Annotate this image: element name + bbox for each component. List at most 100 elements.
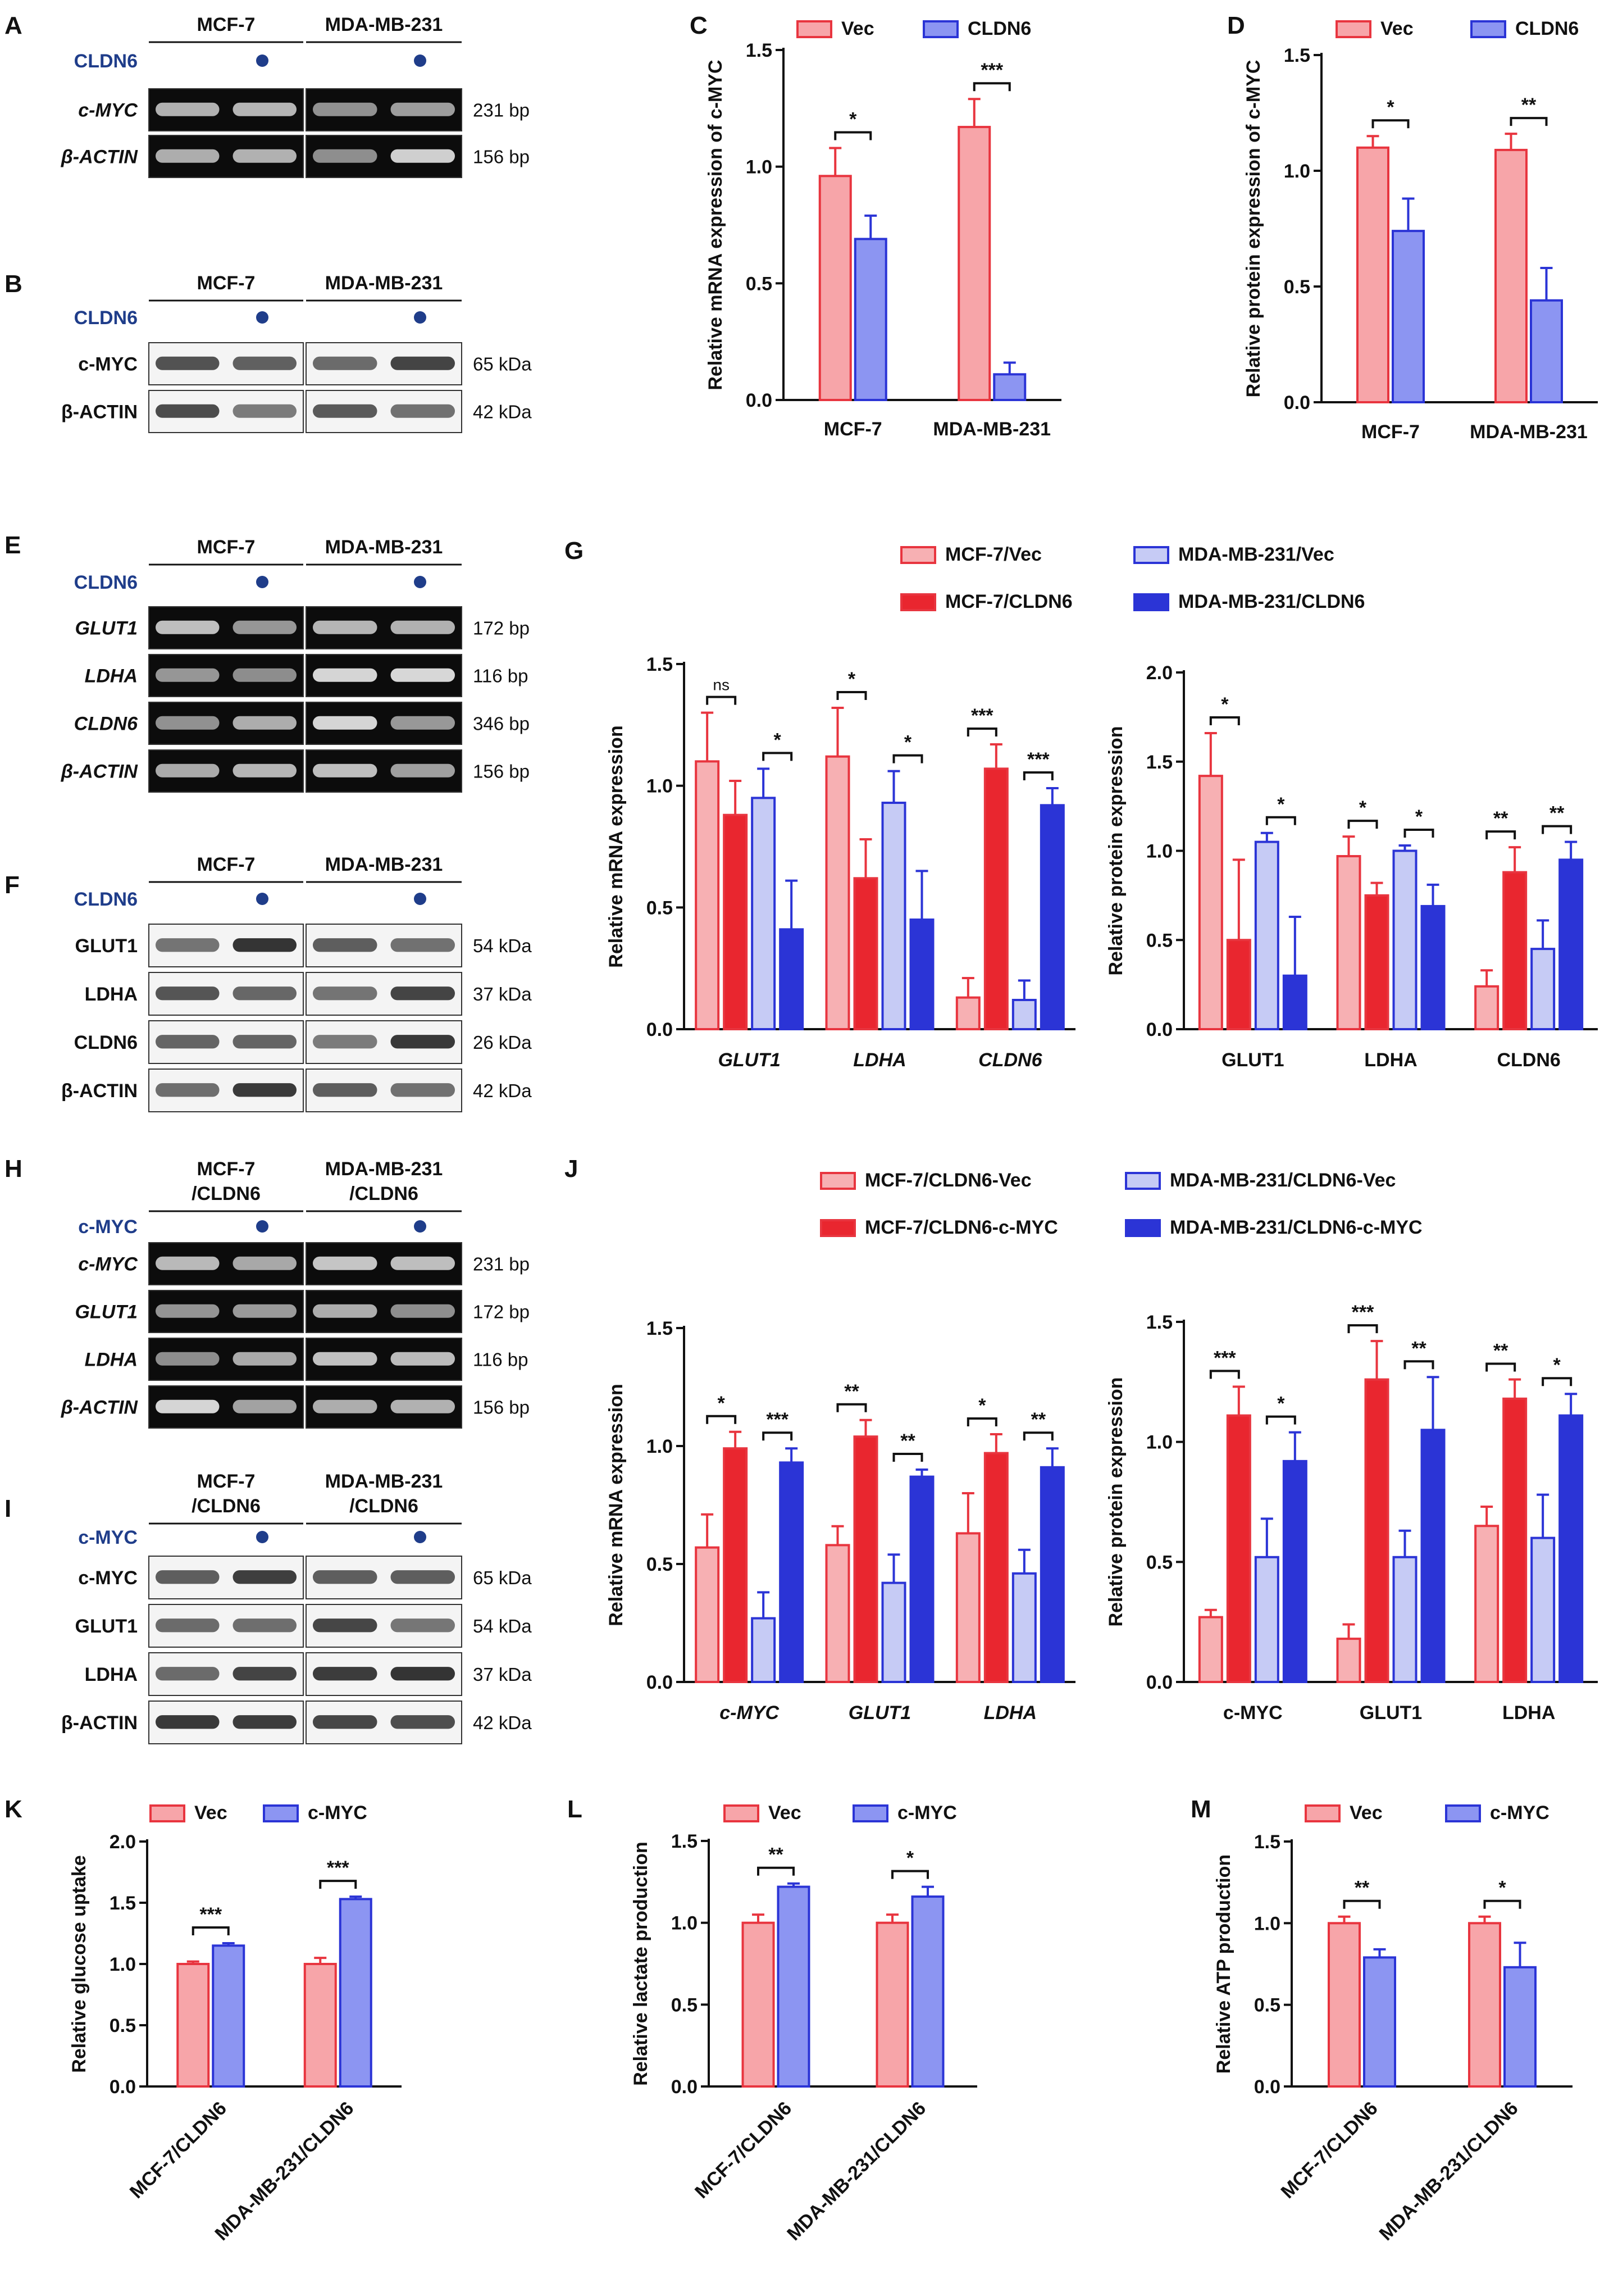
bar-mcf-7-cldn6-vec (1198, 1616, 1223, 1684)
bar-mcf-7-cldn6-c-myc (983, 1452, 1009, 1684)
gel-band (156, 716, 220, 730)
significance-bracket (1023, 1431, 1054, 1441)
chart-legend: MCF-7/CLDN6-Vec MCF-7/CLDN6-c-MYC MDA-MB-2… (820, 1170, 1423, 1238)
panel-letter-e: E (4, 531, 21, 559)
y-tick-label: 1.0 (1254, 1913, 1280, 1934)
gel-band (390, 1667, 455, 1681)
bar-mda-mb-231-cldn6 (1420, 904, 1446, 1031)
chart-legend: Vec CLDN6 (1336, 18, 1579, 39)
gel-band (313, 1352, 377, 1366)
band-size-label: 156 bp (473, 1397, 530, 1418)
bar-vec (741, 1921, 775, 2088)
gel-treatment-label: c-MYC (78, 1216, 138, 1238)
significance-bracket (1371, 119, 1410, 129)
gel-band (233, 620, 297, 634)
band-size-label: 37 kDa (473, 1664, 532, 1685)
lane-label: β-ACTIN (61, 1712, 138, 1734)
panel-letter-m: M (1191, 1795, 1211, 1823)
y-tick-label: 1.5 (1284, 45, 1310, 66)
significance-label: ** (1549, 803, 1565, 824)
category-group: *** (955, 1395, 1065, 1684)
x-tick-label: LDHA (853, 1049, 906, 1071)
bar-mcf-7-vec (955, 996, 981, 1030)
x-tick-label: GLUT1 (1222, 1049, 1284, 1071)
gel-band (313, 356, 377, 370)
category-group: **** (1474, 803, 1584, 1031)
gel-band (156, 668, 220, 682)
bar-mda-mb-231-cldn6-vec (1254, 1556, 1279, 1683)
band-size-label: 231 bp (473, 1254, 530, 1275)
bar-vec (303, 1963, 337, 2088)
gel-band (390, 668, 455, 682)
x-tick-label: GLUT1 (718, 1049, 780, 1071)
gel-band (156, 1618, 220, 1633)
lane-label: LDHA (85, 984, 138, 1005)
significance-label: * (1221, 694, 1229, 715)
bar-mcf-7-cldn6 (853, 877, 878, 1031)
bar-mcf-7-cldn6-vec (825, 1544, 850, 1683)
gel-band (313, 1083, 377, 1097)
legend-swatch (1125, 1219, 1161, 1237)
significance-label: * (906, 1848, 914, 1869)
category-group: **** (695, 1393, 804, 1684)
gel-column-header-mdamb231: MDA-MB-231 (325, 854, 443, 875)
legend-swatch (1336, 20, 1371, 38)
bar-c-myc (339, 1898, 372, 2088)
category-group: * (1468, 1877, 1537, 2088)
y-tick-label: 0.5 (646, 1554, 673, 1575)
bar-mda-mb-231-cldn6-vec (881, 1581, 906, 1684)
gel-column-header-mcf7: MCF-7 (197, 854, 256, 875)
bar-mda-mb-231-cldn6 (1282, 974, 1307, 1030)
x-tick-label: GLUT1 (849, 1702, 911, 1724)
bar-mcf-7-cldn6-c-myc (853, 1435, 878, 1683)
bar-mcf-7-cldn6-vec (695, 1546, 720, 1684)
legend-swatch (1470, 20, 1506, 38)
gel-band (156, 763, 220, 778)
y-tick-label: 1.0 (646, 1436, 673, 1457)
gel-treatment-label: CLDN6 (74, 889, 138, 910)
y-tick-label: 1.5 (671, 1831, 698, 1852)
lane-label: CLDN6 (74, 713, 138, 735)
significance-bracket (1485, 830, 1516, 840)
lane-label: GLUT1 (75, 935, 138, 957)
chart-panel-l-7: 0.0 0.5 1.0 1.5 Relative lactate production *… (630, 1802, 977, 2245)
band-size-label: 65 kDa (473, 1567, 532, 1588)
band-size-label: 42 kDa (473, 1712, 532, 1733)
y-tick-label: 0.5 (746, 273, 772, 294)
legend-swatch (796, 20, 832, 38)
treatment-dot (414, 1531, 426, 1543)
x-tick-label: MCF-7/CLDN6 (691, 2098, 796, 2203)
y-tick-label: 2.0 (110, 1831, 136, 1853)
significance-bracket (1403, 1360, 1434, 1370)
gel-band (390, 404, 455, 418)
bar-mda-mb-231-cldn6 (779, 928, 804, 1031)
x-tick-label: MCF-7/CLDN6 (126, 2098, 231, 2203)
y-tick-label: 1.5 (1146, 752, 1173, 773)
bar-cldn6 (1392, 230, 1425, 403)
gel-band (233, 149, 297, 163)
gel-band (313, 1570, 377, 1584)
gel-band (233, 1256, 297, 1270)
significance-label: * (848, 669, 856, 690)
legend-swatch (723, 1804, 759, 1822)
y-tick-label: 1.0 (671, 1913, 698, 1934)
lane-label: LDHA (85, 1664, 138, 1685)
legend-label: MDA-MB-231/CLDN6 (1178, 591, 1365, 612)
significance-label: ** (1493, 1340, 1508, 1362)
gel-band (390, 763, 455, 778)
y-tick-label: 1.0 (1146, 841, 1173, 862)
legend-label: MDA-MB-231/Vec (1178, 544, 1334, 565)
y-tick-label: 0.5 (671, 1994, 698, 2016)
gel-band (313, 763, 377, 778)
category-group: * (818, 108, 887, 401)
y-tick-label: 0.0 (110, 2076, 136, 2098)
gel-column-header-mdamb231: /CLDN6 (349, 1495, 418, 1517)
gel-band (233, 1715, 297, 1729)
legend-swatch (900, 546, 936, 564)
bar-mda-mb-231-cldn6-c-myc (1282, 1460, 1307, 1683)
bar-mcf-7-cldn6 (1502, 871, 1528, 1030)
y-tick-label: 0.0 (746, 390, 772, 411)
treatment-dot (414, 54, 426, 67)
y-tick-label: 1.5 (1146, 1312, 1173, 1333)
